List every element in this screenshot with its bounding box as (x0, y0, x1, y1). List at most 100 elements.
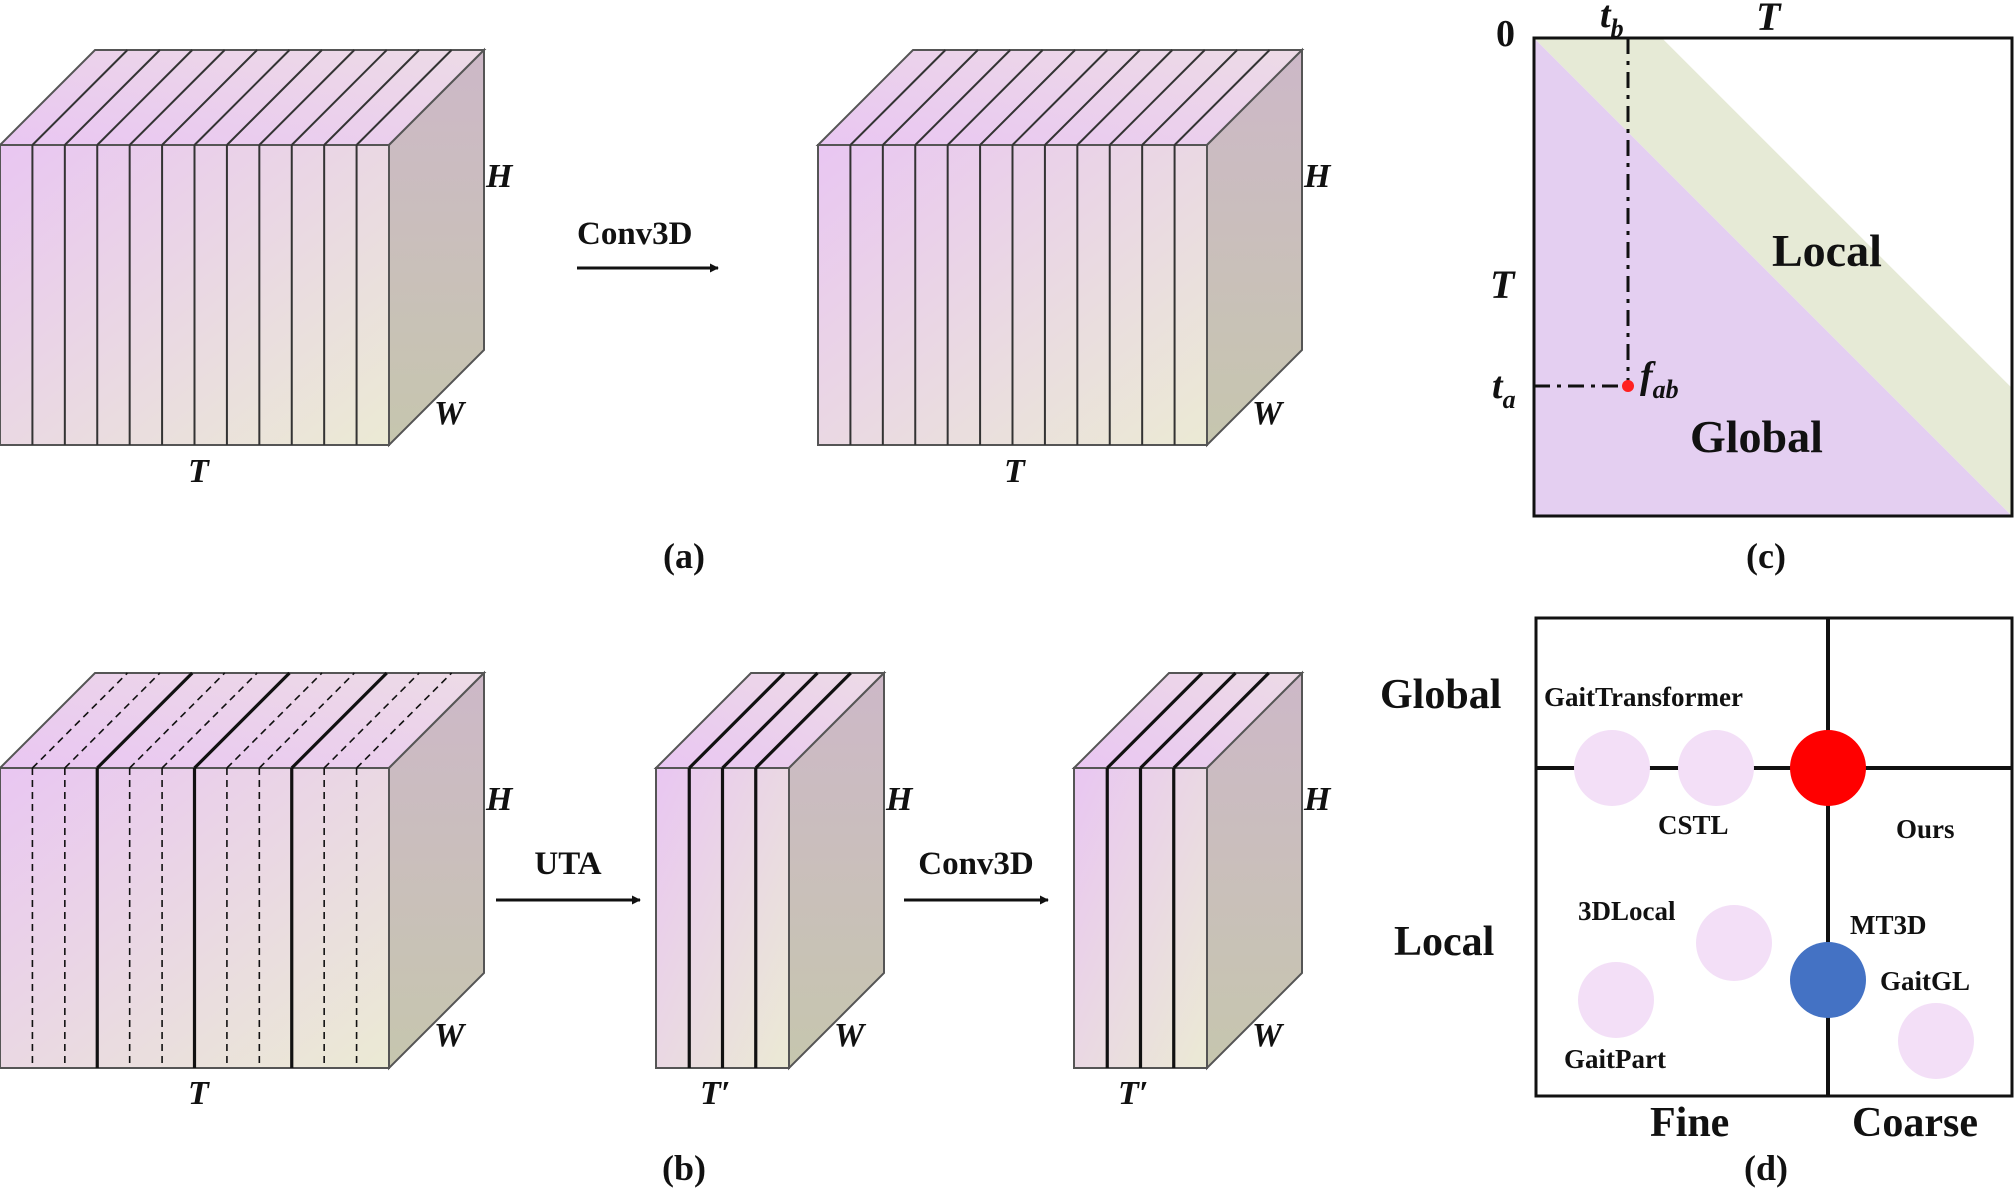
f-subscript: ab (1653, 375, 1679, 404)
slice-line-top (914, 49, 1011, 146)
local-region-label: Local (1772, 225, 1882, 276)
cube-b-mid-h-label: H (885, 781, 914, 818)
panel-d: GaitTransformer CSTL Ours 3DLocal MT3D G… (1380, 616, 2014, 1188)
cube-a-output-t-label: T (1004, 453, 1026, 490)
method-dot-ours (1790, 730, 1866, 806)
tb-subscript: b (1611, 14, 1624, 43)
slice-line-top (721, 671, 819, 770)
quadrant-frame (1534, 616, 2014, 1098)
slice-line-top (1106, 671, 1204, 770)
cube-b-input-w-label: W (434, 1017, 467, 1054)
slice-line-top (96, 671, 194, 770)
method-label-cstl: CSTL (1658, 810, 1729, 840)
slice-line-top (1173, 49, 1271, 146)
method-dot-gaitgl (1898, 1003, 1974, 1079)
slice-line-top (1109, 49, 1206, 146)
method-dot-3dlocal (1696, 905, 1772, 981)
slice-line-top (946, 49, 1044, 146)
slice-line-top (129, 672, 226, 769)
slice-line-top (979, 49, 1076, 146)
row-label-global: Global (1380, 672, 1501, 718)
row-label-local: Local (1394, 919, 1494, 965)
cube-b-output-t-label: T′ (1118, 1075, 1148, 1112)
slice-line-top (226, 49, 323, 146)
uta-label: UTA (534, 846, 601, 882)
slice-line-top (688, 671, 786, 770)
ta-letter: t (1492, 365, 1504, 407)
cube-b-mid-t-label: T′ (700, 1075, 730, 1112)
local-band (1534, 38, 2012, 516)
cube-a-input-w-label: W (434, 395, 467, 432)
cube-a-output (815, 47, 1305, 448)
caption-d: (d) (1744, 1148, 1788, 1188)
slice-line-top (1076, 49, 1174, 146)
slice-line-top (161, 49, 258, 146)
cube-a-input (0, 47, 487, 448)
cube-b-output-h-label: H (1303, 781, 1332, 818)
caption-b: (b) (662, 1148, 706, 1188)
conv3d-label-b: Conv3D (918, 846, 1034, 882)
method-label-gaitpart: GaitPart (1564, 1044, 1666, 1074)
cube-b-mid-w-label: W (834, 1017, 867, 1054)
panel-c: 0 tb T T ta fab Local Global (c) (1490, 0, 2014, 576)
cube-b-mid (653, 670, 887, 1071)
slice-line-top (258, 49, 356, 146)
slice-line-top (31, 672, 128, 769)
slice-line-top (356, 672, 453, 769)
tb-label: tb (1600, 0, 1624, 43)
caption-c: (c) (1746, 536, 1786, 576)
col-label-fine: Fine (1650, 1100, 1729, 1146)
left-axis-label: T (1490, 262, 1516, 307)
slice-line-top (882, 49, 979, 146)
method-dot-mt3d (1790, 942, 1866, 1018)
method-label-gaitgl: GaitGL (1880, 966, 1970, 996)
method-label-gaittransformer: GaitTransformer (1544, 682, 1743, 712)
cube-b-input-t-label: T (188, 1075, 210, 1112)
cube-a-input-t-label: T (188, 453, 210, 490)
f-letter: f (1640, 355, 1656, 397)
slice-line-top (1044, 49, 1141, 146)
slice-line-top (323, 672, 420, 769)
slice-line-top (96, 49, 193, 146)
f-ab-label: fab (1640, 355, 1679, 404)
slice-line-top (1011, 49, 1109, 146)
ta-label: ta (1492, 365, 1516, 414)
method-label-mt3d: MT3D (1850, 910, 1927, 940)
cube-b-input (0, 670, 487, 1071)
cube-a-output-w-label: W (1252, 395, 1285, 432)
top-axis-label: T (1756, 0, 1782, 39)
cube-a-output-h-label: H (1303, 158, 1332, 195)
conv3d-label-a: Conv3D (577, 216, 693, 252)
slice-line-top (258, 672, 355, 769)
slice-line-top (128, 49, 226, 146)
col-label-coarse: Coarse (1852, 1100, 1978, 1146)
slice-line-top (290, 671, 388, 770)
method-dot-cstl (1678, 730, 1754, 806)
cube-b-output (1071, 670, 1305, 1071)
slice-line-top (193, 671, 291, 770)
slice-line-top (1141, 49, 1238, 146)
cube-a-input-h-label: H (485, 158, 514, 195)
cube-b-input-h-label: H (485, 781, 514, 818)
f-ab-point (1622, 380, 1634, 392)
slice-line-top (31, 49, 129, 146)
slice-line-top (754, 671, 852, 770)
global-region-label: Global (1690, 411, 1823, 462)
slice-line-top (193, 49, 291, 146)
slice-line-top (849, 49, 947, 146)
slice-line-top (1172, 671, 1270, 770)
upper-region (1662, 38, 2012, 388)
panel-a: H W T Conv3D H W T (a) (0, 47, 1332, 576)
panel-b: H W T UTA H W T′ Conv3D H W T′ (b) (0, 670, 1332, 1188)
cube-b-output-w-label: W (1252, 1017, 1285, 1054)
slice-line-top (323, 49, 420, 146)
slice-line-top (355, 49, 453, 146)
origin-label: 0 (1496, 13, 1515, 55)
caption-a: (a) (663, 536, 705, 576)
method-label-3dlocal: 3DLocal (1578, 896, 1676, 926)
attention-matrix-frame (1532, 36, 2014, 518)
tb-letter: t (1600, 0, 1612, 36)
method-dot-gaitpart (1578, 962, 1654, 1038)
slice-line-top (226, 672, 323, 769)
